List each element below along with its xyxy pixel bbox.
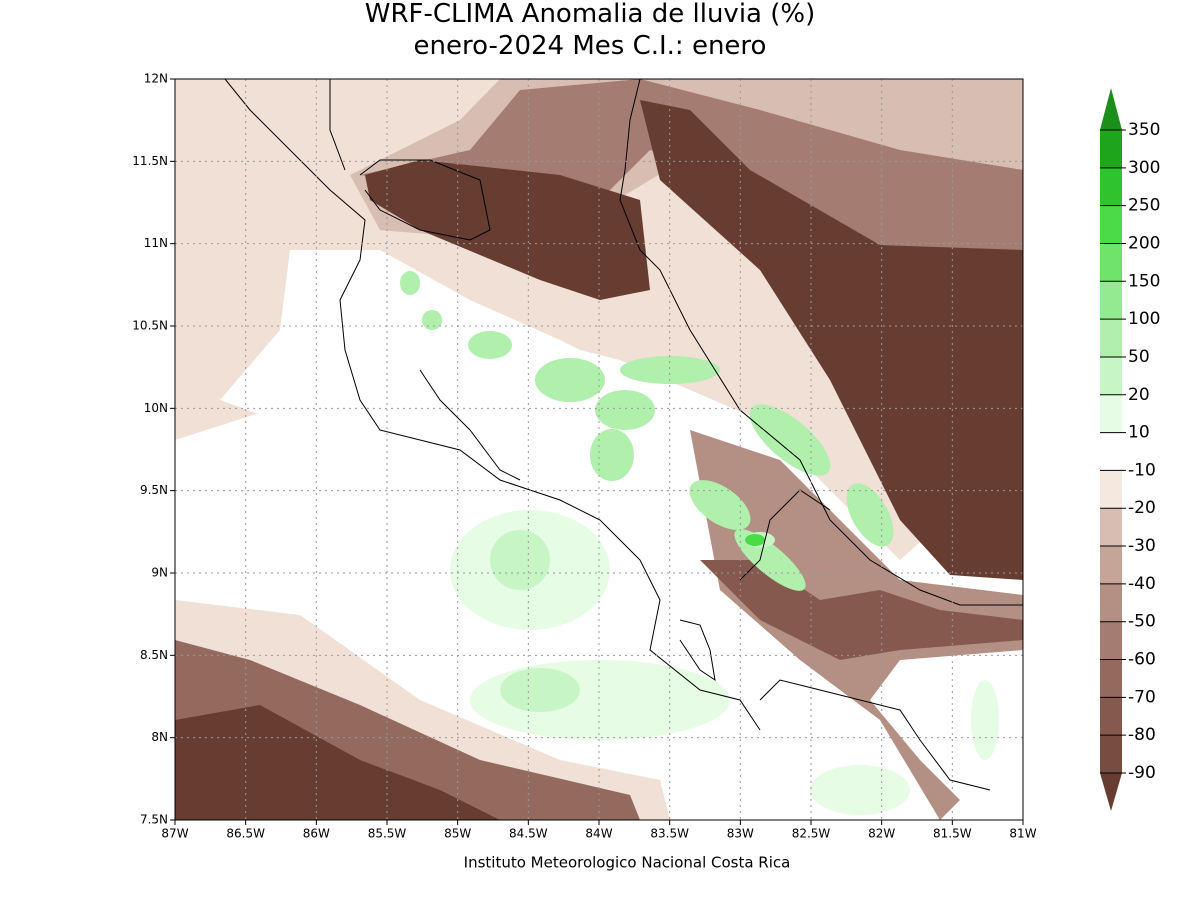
colorbar-box bbox=[1100, 319, 1122, 357]
y-tick-label: 7.5N bbox=[140, 813, 168, 827]
x-tick-label: 82W bbox=[868, 827, 895, 841]
colorbar-label: -80 bbox=[1128, 725, 1156, 745]
colorbar-label: 300 bbox=[1128, 158, 1160, 178]
colorbar: -90 -80 -70 -60 -50 -40 -30 -20 -10 10 20 50 100 150 2… bbox=[1100, 88, 1160, 811]
title-line-1: WRF-CLIMA Anomalia de lluvia (%) bbox=[365, 0, 815, 29]
x-tick-label: 81W bbox=[1009, 827, 1036, 841]
colorbar-label: -10 bbox=[1128, 460, 1156, 480]
colorbar-box bbox=[1100, 243, 1122, 282]
colorbar-box bbox=[1100, 432, 1122, 471]
y-tick-label: 8.5N bbox=[140, 648, 168, 662]
colorbar-box bbox=[1100, 546, 1122, 584]
colorbar-label: 250 bbox=[1128, 196, 1160, 216]
x-tick-label: 86W bbox=[303, 827, 330, 841]
colorbar-box bbox=[1100, 281, 1122, 320]
graticule bbox=[170, 78, 1024, 825]
colorbar-label: 150 bbox=[1128, 271, 1160, 291]
y-tick-label: 9N bbox=[151, 566, 168, 580]
colorbar-label: -30 bbox=[1128, 536, 1156, 556]
colorbar-box bbox=[1100, 130, 1122, 168]
y-tick-label: 12N bbox=[144, 72, 168, 86]
x-tick-label: 84.5W bbox=[509, 827, 548, 841]
x-tick-label: 83.5W bbox=[650, 827, 689, 841]
colorbar-label: 20 bbox=[1128, 385, 1150, 405]
colorbar-box bbox=[1100, 583, 1122, 622]
x-tick-label: 83W bbox=[727, 827, 754, 841]
colorbar-label: 100 bbox=[1128, 309, 1160, 329]
y-tick-label: 11N bbox=[144, 236, 168, 250]
colorbar-box bbox=[1100, 508, 1122, 547]
x-tick-label: 86.5W bbox=[226, 827, 265, 841]
x-tick-label: 85W bbox=[444, 827, 471, 841]
colorbar-box bbox=[1100, 205, 1122, 244]
colorbar-box bbox=[1100, 356, 1122, 395]
y-tick-label: 9.5N bbox=[140, 483, 168, 497]
colorbar-box bbox=[1100, 167, 1122, 206]
colorbar-low-arrow bbox=[1100, 773, 1122, 811]
colorbar-label: 200 bbox=[1128, 233, 1160, 253]
colorbar-label: 10 bbox=[1128, 423, 1150, 443]
x-tick-label: 84W bbox=[585, 827, 612, 841]
colorbar-box bbox=[1100, 697, 1122, 736]
title-line-2: enero-2024 Mes C.I.: enero bbox=[414, 31, 767, 61]
colorbar-label: -90 bbox=[1128, 763, 1156, 783]
colorbar-box bbox=[1100, 394, 1122, 433]
colorbar-box bbox=[1100, 659, 1122, 698]
x-tick-label: 87W bbox=[161, 827, 188, 841]
colorbar-box bbox=[1100, 470, 1122, 509]
y-tick-label: 8N bbox=[151, 730, 168, 744]
colorbar-box bbox=[1100, 735, 1122, 773]
y-tick-label: 11.5N bbox=[132, 154, 168, 168]
y-tick-label: 10N bbox=[144, 401, 168, 415]
colorbar-label: -70 bbox=[1128, 687, 1156, 707]
anomaly-field bbox=[175, 79, 1023, 820]
x-tick-label: 85.5W bbox=[368, 827, 407, 841]
colorbar-label: 50 bbox=[1128, 347, 1150, 367]
colorbar-box bbox=[1100, 621, 1122, 660]
colorbar-label: -40 bbox=[1128, 574, 1156, 594]
colorbar-label: -60 bbox=[1128, 650, 1156, 670]
colorbar-label: 350 bbox=[1128, 120, 1160, 140]
colorbar-high-arrow bbox=[1100, 88, 1122, 130]
x-tick-label: 81.5W bbox=[933, 827, 972, 841]
plot-frame bbox=[174, 78, 1024, 821]
y-tick-label: 10.5N bbox=[132, 319, 168, 333]
x-tick-label: 82.5W bbox=[792, 827, 831, 841]
colorbar-label: -50 bbox=[1128, 612, 1156, 632]
colorbar-label: -20 bbox=[1128, 498, 1156, 518]
footer: Instituto Meteorologico Nacional Costa R… bbox=[464, 854, 791, 872]
